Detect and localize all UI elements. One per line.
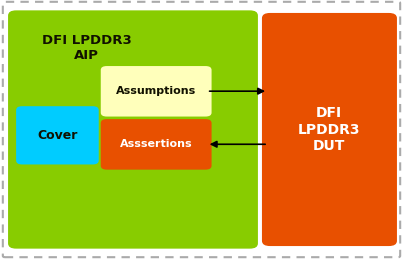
Text: Asssertions: Asssertions [120,139,193,149]
Text: Cover: Cover [37,129,78,142]
FancyBboxPatch shape [8,10,258,249]
FancyBboxPatch shape [262,13,397,246]
Text: DFI LPDDR3
AIP: DFI LPDDR3 AIP [42,34,131,62]
FancyBboxPatch shape [16,106,99,164]
FancyBboxPatch shape [101,119,212,170]
FancyBboxPatch shape [101,66,212,117]
Text: DFI
LPDDR3
DUT: DFI LPDDR3 DUT [298,106,361,153]
Text: Assumptions: Assumptions [116,86,197,96]
